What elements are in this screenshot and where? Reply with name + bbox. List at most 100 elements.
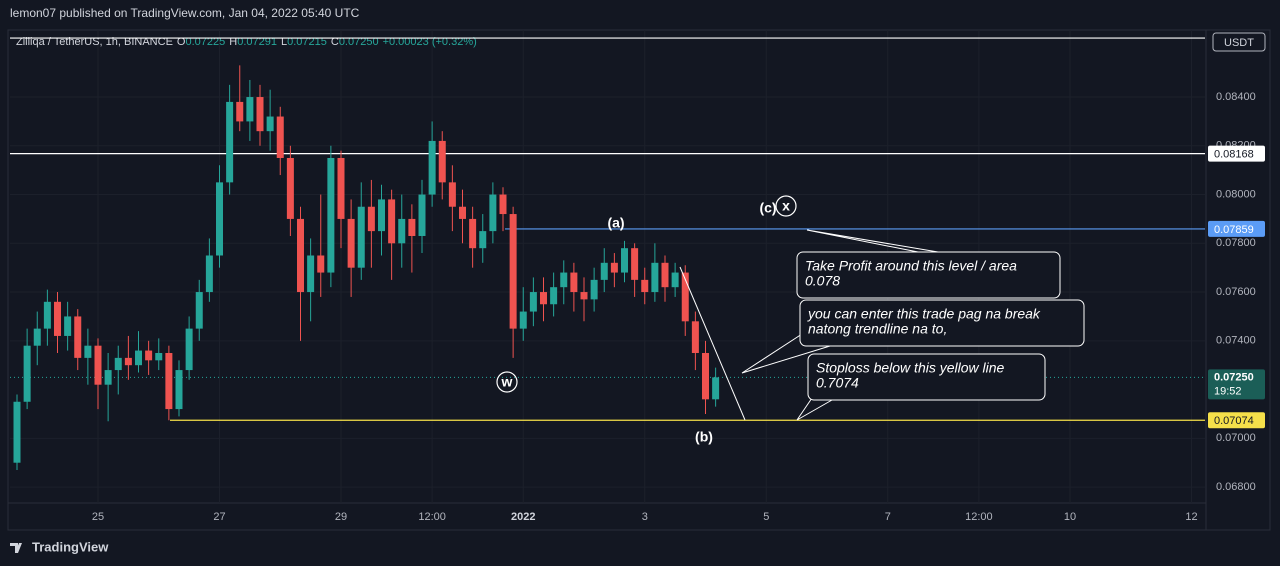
candle-body [124, 357, 132, 366]
callout-box [799, 299, 1085, 347]
candle-body [145, 350, 153, 361]
wave-label: w [501, 374, 513, 390]
candle-body [43, 301, 51, 329]
wave-circle [775, 195, 797, 217]
callout-text: Take Profit around this level / area [805, 258, 1017, 274]
legend-item: Zilliqa / TetherUS, 1h, BINANCE [16, 36, 173, 48]
symbol-legend: Zilliqa / TetherUS, 1h, BINANCE O0.07225 H… [16, 36, 477, 48]
x-tick-label: 12:00 [418, 511, 446, 523]
y-tick-label: 0.07800 [1216, 237, 1256, 249]
callout-pointer [741, 333, 831, 374]
legend-item: C [331, 36, 339, 48]
callout-text: you can enter this trade pag na break [807, 306, 1041, 322]
candle-body [357, 206, 365, 268]
x-tick-label: 12:00 [965, 511, 993, 523]
candle-body [155, 353, 163, 361]
price-label-bg [1208, 412, 1265, 429]
candle-body [13, 401, 21, 463]
x-tick-label: 27 [213, 511, 225, 523]
candle-body [651, 262, 659, 293]
candle-body [236, 101, 244, 122]
candle-body [408, 218, 416, 236]
legend-item: 0.07225 [185, 36, 225, 48]
callout-box [796, 251, 1061, 299]
brand-name: TradingView [32, 539, 109, 554]
callout-text: 0.078 [805, 273, 840, 289]
price-label: 0.07074 [1214, 415, 1254, 427]
chart-frame [7, 29, 1271, 531]
candle-body [135, 350, 142, 366]
trendline [679, 266, 746, 421]
legend-item: L [281, 36, 287, 48]
candle-body [256, 97, 264, 132]
candle-body [610, 262, 618, 273]
callout-text: Stoploss below this yellow line [816, 360, 1005, 376]
callout-pointer [796, 397, 833, 421]
candle-body [195, 292, 203, 329]
y-tick-label: 0.08400 [1216, 91, 1256, 103]
x-tick-label: 3 [642, 511, 648, 523]
x-tick-label: 29 [335, 511, 347, 523]
candle-body [337, 157, 345, 219]
callout-text: natong trendline na to, [808, 321, 947, 337]
x-tick-label: 2022 [511, 511, 535, 523]
last-price-label-bg [1208, 369, 1265, 400]
legend-item: 0.07291 [237, 36, 277, 48]
candle-body [600, 262, 608, 280]
candle-body [286, 157, 294, 219]
wave-label: (a) [607, 215, 624, 231]
candle-body [327, 157, 335, 273]
x-tick-label: 25 [92, 511, 104, 523]
y-tick-label: 0.08000 [1216, 188, 1256, 200]
currency-label: USDT [1224, 37, 1254, 49]
candle-body [661, 262, 669, 288]
legend-item: 0.07250 [339, 36, 379, 48]
brand: TradingView [10, 539, 109, 554]
legend-item: +0.00023 (+0.32%) [383, 36, 477, 48]
candle-body [317, 255, 325, 273]
candle-body [185, 328, 193, 371]
candle-body [712, 377, 720, 400]
x-tick-label: 12 [1185, 511, 1197, 523]
callout-text: 0.7074 [816, 375, 859, 391]
candle-body [246, 97, 254, 122]
candle-body [702, 353, 709, 400]
currency-box [1212, 32, 1266, 52]
y-tick-label: 0.06800 [1216, 481, 1256, 493]
candle-body [590, 279, 598, 300]
candle-body [469, 218, 477, 249]
legend-item: 0.07215 [287, 36, 327, 48]
candle-body [205, 255, 213, 293]
candle-body [175, 370, 183, 410]
x-tick-label: 5 [763, 511, 769, 523]
callout-pointer [806, 229, 939, 253]
callout-box [807, 353, 1046, 401]
y-tick-label: 0.07000 [1216, 432, 1256, 444]
candle-body [33, 328, 41, 346]
candle-body [165, 353, 173, 410]
price-label-bg [1208, 145, 1265, 162]
legend-item: O [177, 36, 186, 48]
candle-body [459, 206, 466, 219]
candle-body [297, 218, 304, 293]
y-tick-label: 0.07600 [1216, 286, 1256, 298]
price-label-bg [1208, 220, 1265, 237]
candle-body [489, 194, 497, 232]
price-label: 0.07859 [1214, 224, 1254, 236]
candle-body [509, 214, 517, 329]
candle-body [398, 218, 406, 244]
wave-label: (c) [759, 200, 776, 216]
candle-body [114, 357, 122, 371]
price-label: 0.08168 [1214, 149, 1254, 161]
countdown-label: 19:52 [1214, 385, 1242, 397]
wave-label: x [782, 198, 790, 214]
wave-circle [496, 371, 518, 393]
candle-body [216, 182, 223, 256]
candle-body [550, 287, 558, 305]
x-tick-label: 10 [1064, 511, 1076, 523]
candle-body [84, 345, 92, 358]
candle-body [276, 116, 284, 158]
candle-body [367, 206, 375, 232]
candle-body [74, 316, 82, 358]
